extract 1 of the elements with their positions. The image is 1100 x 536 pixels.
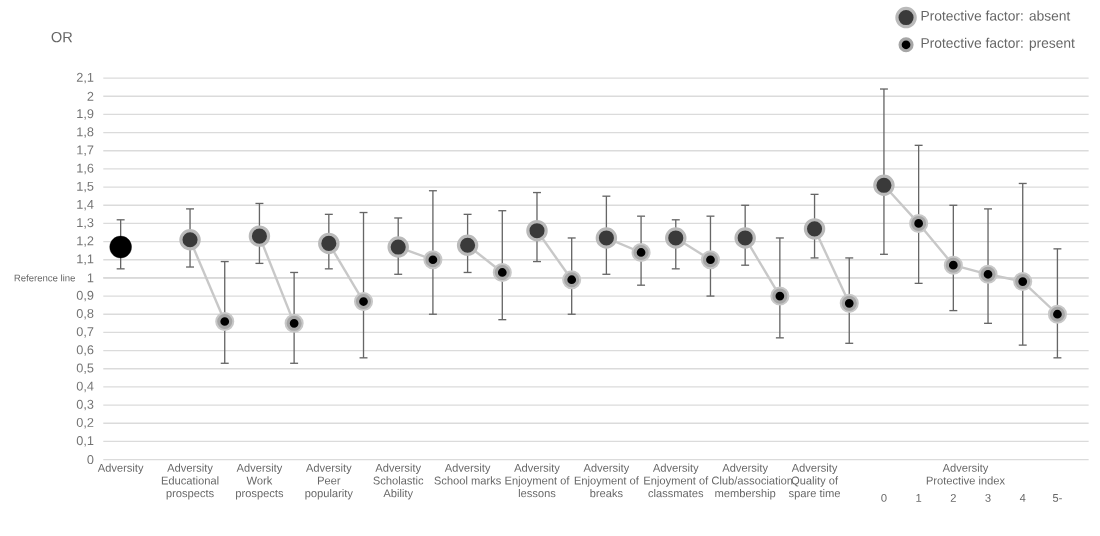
point — [109, 236, 132, 259]
